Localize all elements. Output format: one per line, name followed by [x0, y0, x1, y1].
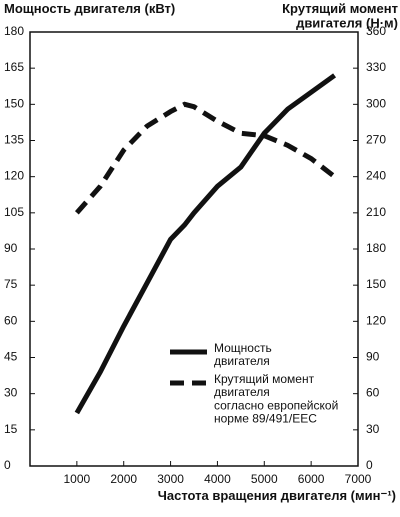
- y-tick-label: 15: [4, 422, 18, 436]
- x-tick-label: 7000: [345, 472, 372, 486]
- x-tick-label: 1000: [64, 472, 91, 486]
- y-tick-label: 0: [4, 458, 11, 472]
- y-tick-label: 150: [4, 97, 24, 111]
- y-tick-label: 135: [4, 133, 24, 147]
- y-tick-label: 105: [4, 205, 24, 219]
- y2-tick-label: 30: [366, 422, 380, 436]
- legend-label: Мощность двигателя: [214, 341, 272, 368]
- y2-tick-label: 300: [366, 97, 386, 111]
- series-line: [74, 101, 337, 215]
- x-axis-label: Частота вращения двигателя (мин⁻¹): [158, 488, 396, 503]
- chart-title: Мощность двигателя (кВт): [4, 1, 175, 16]
- y2-tick-label: 120: [366, 314, 386, 328]
- y2-tick-label: 0: [366, 458, 373, 472]
- x-tick-label: 3000: [157, 472, 184, 486]
- y2-tick-label: 360: [366, 24, 386, 38]
- y2-tick-label: 270: [366, 133, 386, 147]
- y-tick-label: 60: [4, 314, 18, 328]
- y2-tick-label: 330: [366, 60, 386, 74]
- y2-tick-label: 210: [366, 205, 386, 219]
- series-line: [74, 73, 337, 415]
- x-tick-label: 5000: [251, 472, 278, 486]
- y-tick-label: 30: [4, 386, 18, 400]
- x-tick-label: 6000: [298, 472, 325, 486]
- x-tick-label: 2000: [110, 472, 137, 486]
- y-tick-label: 45: [4, 350, 18, 364]
- y2-tick-label: 180: [366, 241, 386, 255]
- y-tick-label: 165: [4, 60, 24, 74]
- y-tick-label: 90: [4, 241, 18, 255]
- y2-tick-label: 150: [366, 277, 386, 291]
- y-tick-label: 75: [4, 277, 18, 291]
- y2-tick-label: 60: [366, 386, 380, 400]
- y2-tick-label: 240: [366, 169, 386, 183]
- y2-title: Крутящий момент двигателя (Н·м): [282, 1, 398, 30]
- y-tick-label: 180: [4, 24, 24, 38]
- y2-tick-label: 90: [366, 350, 380, 364]
- legend-label: Крутящий момент двигателя согласно европей…: [214, 372, 338, 426]
- x-tick-label: 4000: [204, 472, 231, 486]
- y-tick-label: 120: [4, 169, 24, 183]
